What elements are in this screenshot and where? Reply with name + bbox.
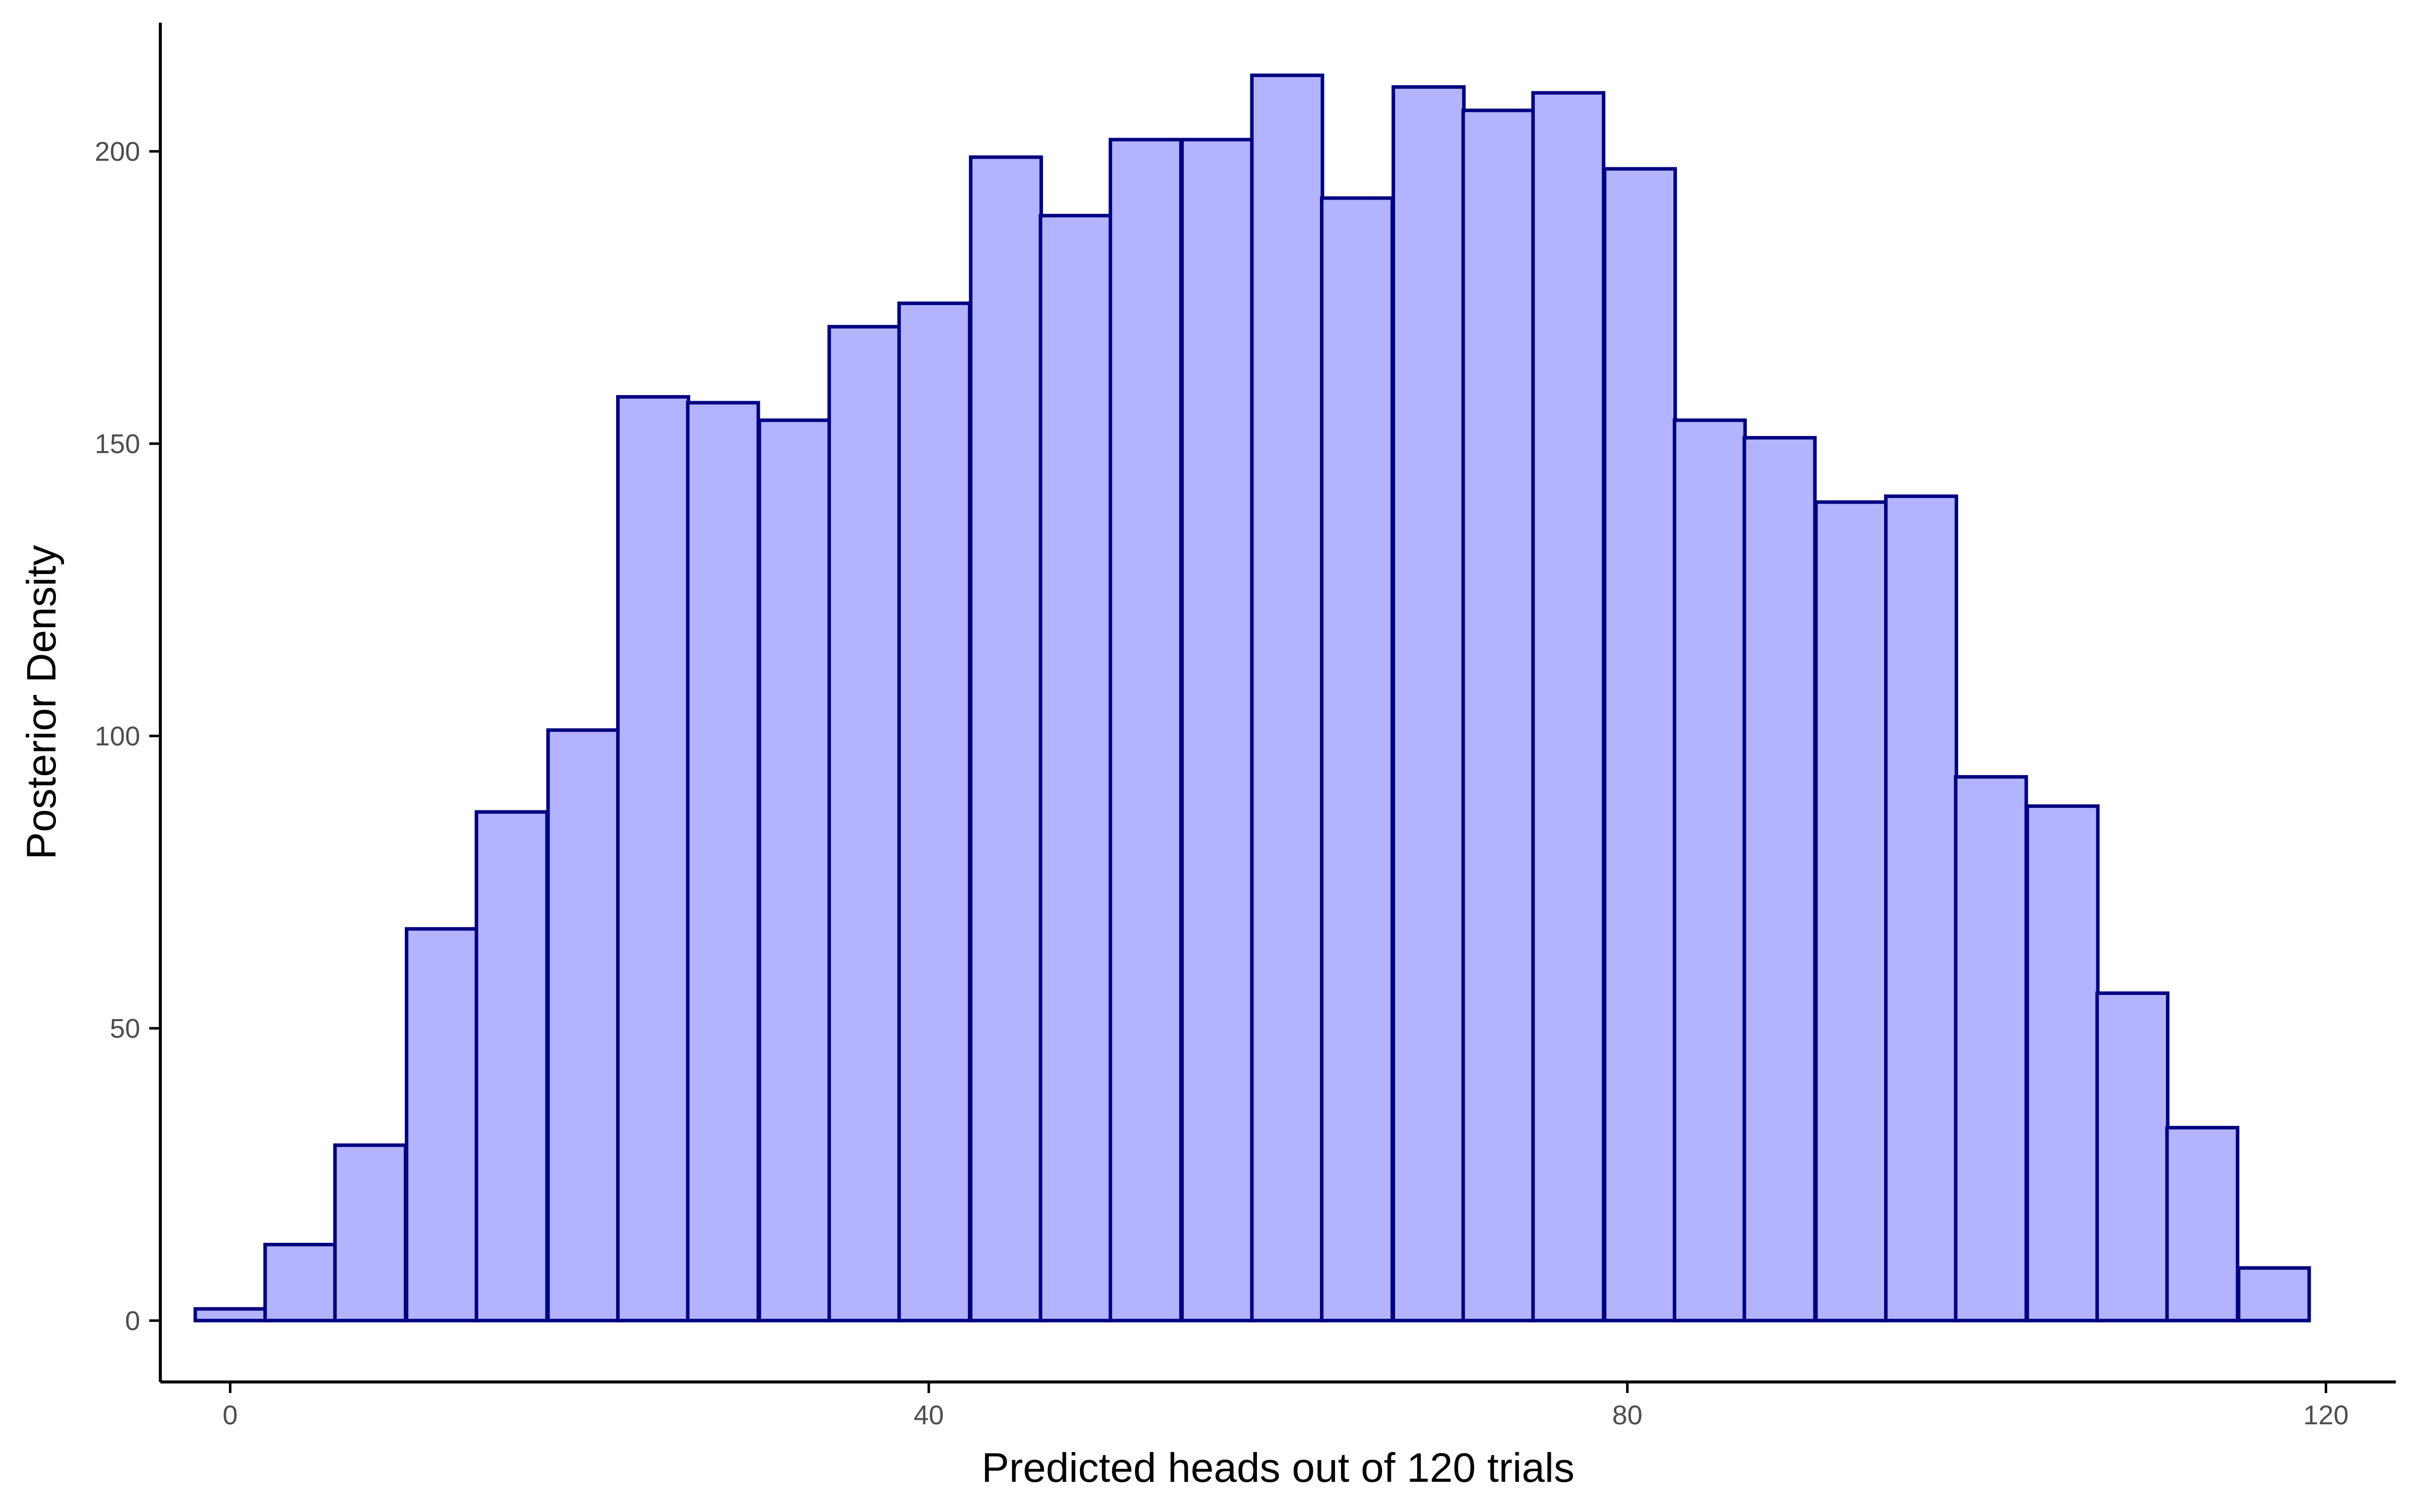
axes-layer xyxy=(159,23,2396,1383)
x-tick-label: 120 xyxy=(2303,1400,2348,1430)
histogram-bar-10 xyxy=(897,301,972,1322)
y-tick-label: 50 xyxy=(110,1014,140,1044)
y-tick-label: 150 xyxy=(95,429,140,459)
histogram-bar-2 xyxy=(333,1143,407,1322)
histogram-bar-3 xyxy=(404,927,479,1322)
y-tick-label: 200 xyxy=(95,137,140,167)
histogram-bar-17 xyxy=(1392,85,1466,1322)
histogram-bar-12 xyxy=(1039,214,1113,1322)
histogram-bar-5 xyxy=(546,728,621,1322)
bars-layer xyxy=(193,73,2311,1322)
x-tick-label: 0 xyxy=(223,1400,238,1430)
histogram-bar-19 xyxy=(1531,91,1606,1322)
histogram-bar-29 xyxy=(2236,1266,2311,1322)
histogram-bar-14 xyxy=(1180,138,1254,1322)
histogram-bar-25 xyxy=(1954,775,2028,1322)
histogram-bar-1 xyxy=(263,1242,338,1322)
histogram-bar-18 xyxy=(1461,108,1536,1322)
y-axis-title: Posterior Density xyxy=(19,545,65,859)
histogram-bar-22 xyxy=(1742,436,1817,1322)
histogram-bar-21 xyxy=(1672,418,1747,1322)
histogram-bar-6 xyxy=(616,395,691,1322)
histogram-bar-23 xyxy=(1814,500,1889,1322)
histogram-bar-15 xyxy=(1250,73,1324,1322)
histogram-bar-16 xyxy=(1320,196,1395,1322)
histogram-bar-11 xyxy=(969,155,1043,1322)
y-tick-label: 100 xyxy=(95,721,140,751)
x-tick-label: 80 xyxy=(1612,1400,1643,1430)
histogram-bar-7 xyxy=(686,401,760,1322)
histogram-bar-27 xyxy=(2095,991,2170,1322)
histogram-bar-9 xyxy=(827,325,902,1322)
y-tick-label: 0 xyxy=(125,1306,140,1336)
histogram-bar-24 xyxy=(1884,494,1958,1322)
histogram-bar-28 xyxy=(2165,1125,2240,1322)
histogram-bar-0 xyxy=(193,1307,268,1322)
histogram-bar-20 xyxy=(1603,167,1677,1322)
x-tick-label: 40 xyxy=(914,1400,944,1430)
histogram-bar-4 xyxy=(474,810,549,1322)
ticks-layer: 0 40 80 120 0 50 100 150 200 xyxy=(95,137,2349,1430)
x-axis-title: Predicted heads out of 120 trials xyxy=(982,1445,1575,1491)
histogram-bar-26 xyxy=(2025,804,2100,1322)
histogram-bar-13 xyxy=(1108,138,1183,1322)
histogram-bar-8 xyxy=(757,418,832,1322)
